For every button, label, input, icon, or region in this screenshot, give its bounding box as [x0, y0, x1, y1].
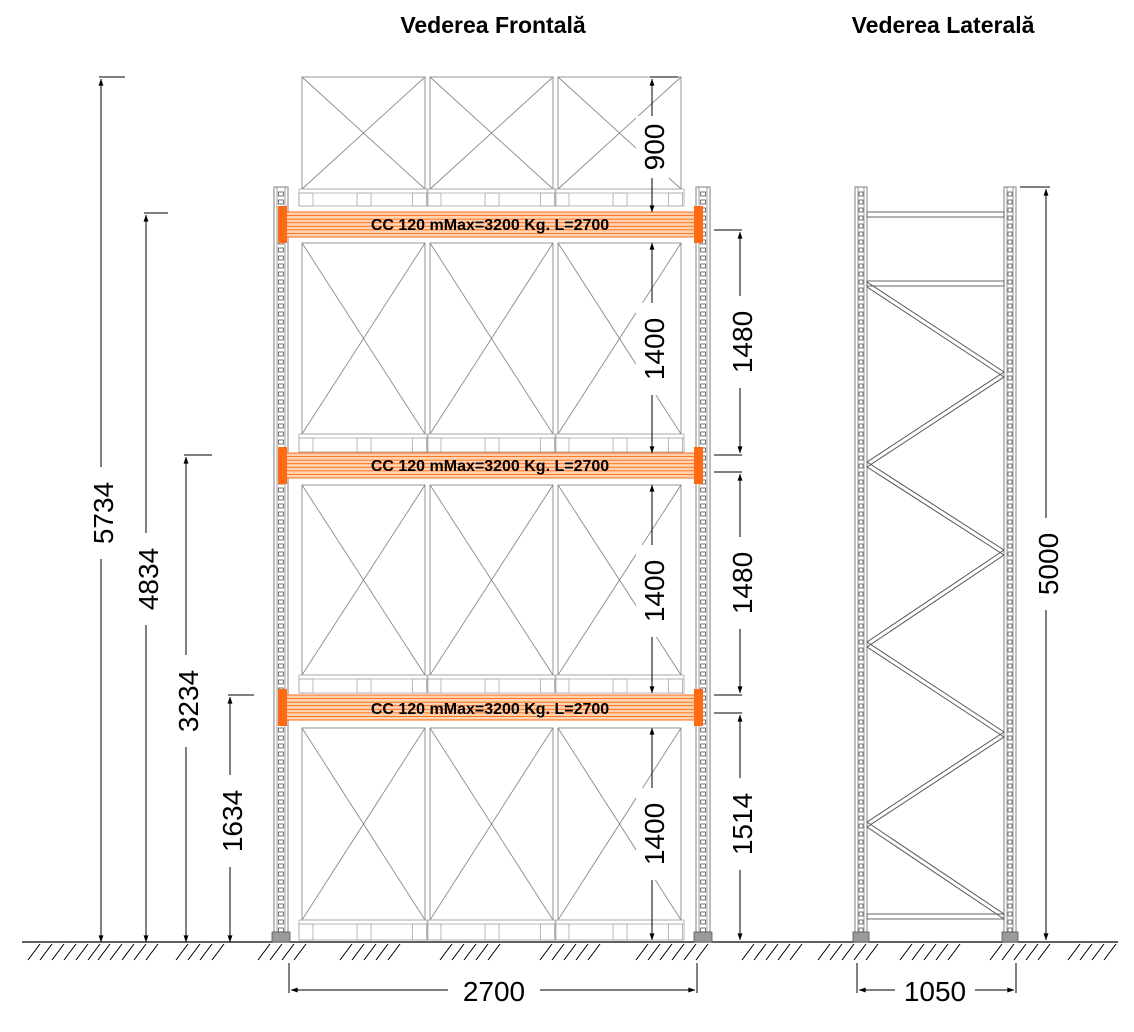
- pallet-load: [426, 727, 557, 941]
- dim-text-1400-middle: 1400: [639, 560, 670, 622]
- beam-level-3: [278, 206, 703, 243]
- dim-text-4834: 4834: [133, 548, 164, 610]
- beam-level-2: [278, 447, 703, 484]
- front-view-title: Vederea Frontală: [400, 12, 586, 38]
- pallet-load: [298, 727, 429, 941]
- dim-text-1400-bottom: 1400: [639, 803, 670, 865]
- pallet-load: [298, 76, 429, 207]
- pallet-load: [298, 242, 429, 453]
- pallet-load: [554, 484, 685, 694]
- dim-text-1514: 1514: [727, 793, 758, 855]
- pallet-loads: [298, 76, 685, 941]
- pallet-load: [298, 484, 429, 694]
- front-upright-right: [693, 186, 713, 943]
- pallet-load: [554, 727, 685, 941]
- dim-text-5000: 5000: [1033, 533, 1064, 595]
- beam-label-top: CC 120 mMax=3200 Kg. L=2700: [371, 217, 609, 234]
- dim-text-900: 900: [639, 124, 670, 171]
- pallet-load: [426, 242, 557, 453]
- side-frame: [852, 186, 1019, 943]
- dim-text-1634: 1634: [217, 790, 248, 852]
- dim-text-5734: 5734: [88, 482, 119, 544]
- dimension-lines: [84, 76, 1064, 1007]
- pallet-load: [554, 242, 685, 453]
- side-view-title: Vederea Laterală: [852, 12, 1035, 38]
- pallet-load: [426, 76, 557, 207]
- beam-level-1: [278, 689, 703, 726]
- front-upright-left: [271, 186, 291, 943]
- dim-text-1480-middle: 1480: [727, 552, 758, 614]
- dim-text-1480-top: 1480: [727, 311, 758, 373]
- pallet-load: [426, 484, 557, 694]
- beam-label-bottom: CC 120 mMax=3200 Kg. L=2700: [371, 701, 609, 718]
- dim-text-1400-top: 1400: [639, 318, 670, 380]
- dim-text-2700: 2700: [463, 976, 525, 1007]
- dim-text-3234: 3234: [173, 670, 204, 732]
- ground-line: [22, 941, 1118, 961]
- dim-text-1050: 1050: [904, 976, 966, 1007]
- beam-label-middle: CC 120 mMax=3200 Kg. L=2700: [371, 458, 609, 475]
